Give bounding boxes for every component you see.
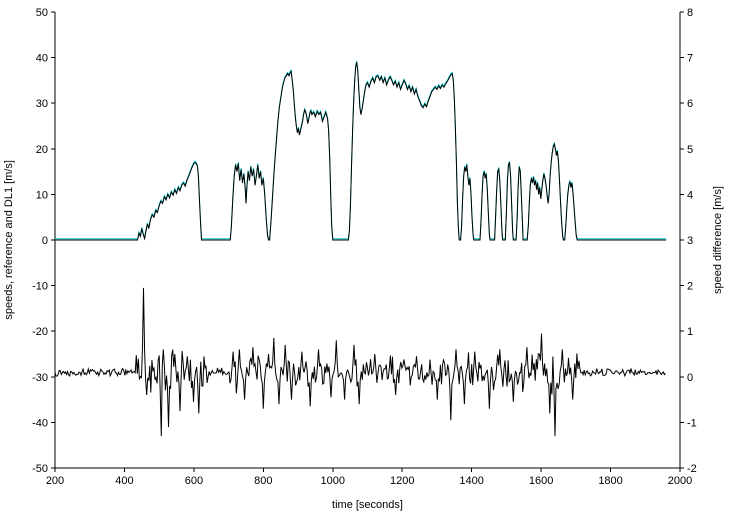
left-tick-label: 50 xyxy=(36,7,48,19)
x-axis-title: time [seconds] xyxy=(332,499,403,511)
x-tick-label: 800 xyxy=(254,475,272,487)
right-axis-title: speed difference [m/s] xyxy=(712,12,724,468)
right-tick-label: 5 xyxy=(687,144,693,156)
right-tick-label: 2 xyxy=(687,281,693,293)
x-tick-label: 1600 xyxy=(529,475,553,487)
left-axis-title-text: speeds, reference and DL1 [m/s] xyxy=(3,160,15,320)
series-group xyxy=(54,60,667,437)
x-tick-label: 400 xyxy=(115,475,133,487)
left-tick-label: 40 xyxy=(36,53,48,65)
x-tick-label: 2000 xyxy=(668,475,692,487)
series-dl1-line xyxy=(55,62,667,241)
right-tick-label: 3 xyxy=(687,235,693,247)
left-axis-title: speeds, reference and DL1 [m/s] xyxy=(3,12,15,468)
right-tick-label: 7 xyxy=(687,53,693,65)
x-tick-label: 600 xyxy=(185,475,203,487)
right-tick-label: 8 xyxy=(687,7,693,19)
left-tick-label: -10 xyxy=(32,281,48,293)
x-tick-label: 1200 xyxy=(390,475,414,487)
left-tick-label: -40 xyxy=(32,417,48,429)
left-tick-label: -20 xyxy=(32,326,48,338)
left-tick-label: 20 xyxy=(36,144,48,156)
series-difference-line xyxy=(54,287,666,437)
x-tick-label: 1400 xyxy=(459,475,483,487)
tick-labels: 200 400 600 800 1000 1200 1400 1600 1800 20005040… xyxy=(32,7,697,487)
left-tick-label: 30 xyxy=(36,98,48,110)
x-tick-label: 1800 xyxy=(598,475,622,487)
right-tick-label: 6 xyxy=(687,98,693,110)
right-tick-label: 0 xyxy=(687,372,693,384)
right-axis-title-text: speed difference [m/s] xyxy=(712,185,724,295)
right-tick-label: 4 xyxy=(687,189,693,201)
right-tick-label: 1 xyxy=(687,326,693,338)
right-tick-label: -2 xyxy=(687,463,697,475)
left-tick-label: -50 xyxy=(32,463,48,475)
left-tick-label: -30 xyxy=(32,372,48,384)
left-tick-label: 10 xyxy=(36,189,48,201)
left-tick-label: 0 xyxy=(42,235,48,247)
x-tick-label: 1000 xyxy=(321,475,345,487)
x-tick-label: 200 xyxy=(46,475,64,487)
right-tick-label: -1 xyxy=(687,417,697,429)
